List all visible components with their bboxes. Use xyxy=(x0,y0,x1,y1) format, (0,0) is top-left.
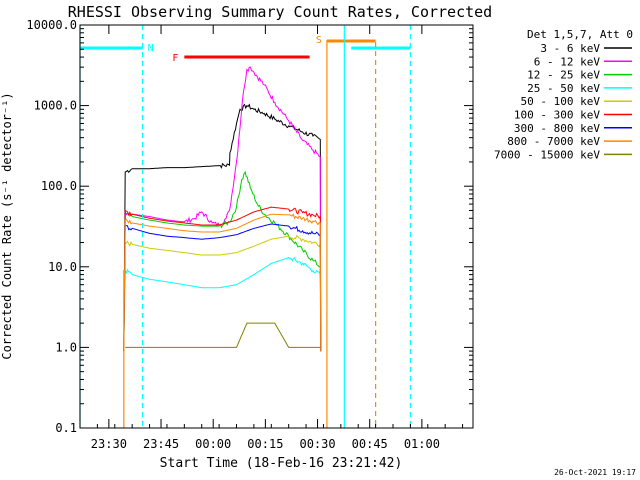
legend-label-4: 50 - 100 keV xyxy=(521,95,601,108)
x-tick-label-5: 00:45 xyxy=(352,437,388,451)
x-tick-label-6: 01:00 xyxy=(404,437,440,451)
series-line-4 xyxy=(123,234,322,352)
series-line-6 xyxy=(123,223,322,352)
legend-label-8: 7000 - 15000 keV xyxy=(494,148,600,161)
x-tick-label-1: 23:45 xyxy=(143,437,179,451)
x-axis: 23:30 23:45 00:00 00:15 00:30 00:45 01:00 xyxy=(79,25,464,451)
series-line-8 xyxy=(125,322,320,348)
x-tick-label-2: 00:00 xyxy=(195,437,231,451)
legend-label-5: 100 - 300 keV xyxy=(514,109,600,122)
series-line-7 xyxy=(123,213,322,352)
x-tick-label-3: 00:15 xyxy=(247,437,283,451)
series-line-1 xyxy=(123,66,322,352)
series-line-2 xyxy=(123,170,322,352)
x-tick-label-0: 23:30 xyxy=(91,437,127,451)
legend-header: Det 1,5,7, Att 0 xyxy=(527,28,633,41)
legend-label-6: 300 - 800 keV xyxy=(514,122,600,135)
chart-title: RHESSI Observing Summary Count Rates, Co… xyxy=(68,3,492,21)
y-tick-label-2: 10.0 xyxy=(48,260,77,274)
series-line-0 xyxy=(123,103,322,352)
series-line-3 xyxy=(123,257,322,352)
y-tick-label-4: 1000.0 xyxy=(34,99,77,113)
series-layer xyxy=(123,66,322,352)
y-tick-label-5: 10000.0 xyxy=(26,18,77,32)
y-tick-label-3: 100.0 xyxy=(41,179,77,193)
legend-label-0: 3 - 6 keV xyxy=(540,42,600,55)
flare-label: F xyxy=(172,53,178,64)
plot-frame xyxy=(79,24,474,429)
x-axis-label: Start Time (18-Feb-16 23:21:42) xyxy=(160,456,403,471)
legend-label-7: 800 - 7000 keV xyxy=(507,135,600,148)
series-line-5 xyxy=(123,206,322,352)
footer-date: 26-Oct-2021 19:17 xyxy=(554,468,636,477)
night-label: N xyxy=(148,43,154,54)
x-tick-label-4: 00:30 xyxy=(299,437,335,451)
y-axis-label: Corrected Count Rate (s⁻¹ detector⁻¹) xyxy=(0,92,14,359)
saa-label: S xyxy=(316,35,322,46)
y-tick-label-1: 1.0 xyxy=(55,340,77,354)
y-axis: 0.1 1.0 10.0 100.0 1000.0 10000.0 xyxy=(26,18,473,435)
legend-label-1: 6 - 12 keV xyxy=(534,55,601,68)
y-tick-label-0: 0.1 xyxy=(55,421,77,435)
annotation-layer: N F S xyxy=(79,25,411,428)
legend-label-3: 25 - 50 keV xyxy=(527,82,600,95)
legend-label-2: 12 - 25 keV xyxy=(527,69,600,82)
